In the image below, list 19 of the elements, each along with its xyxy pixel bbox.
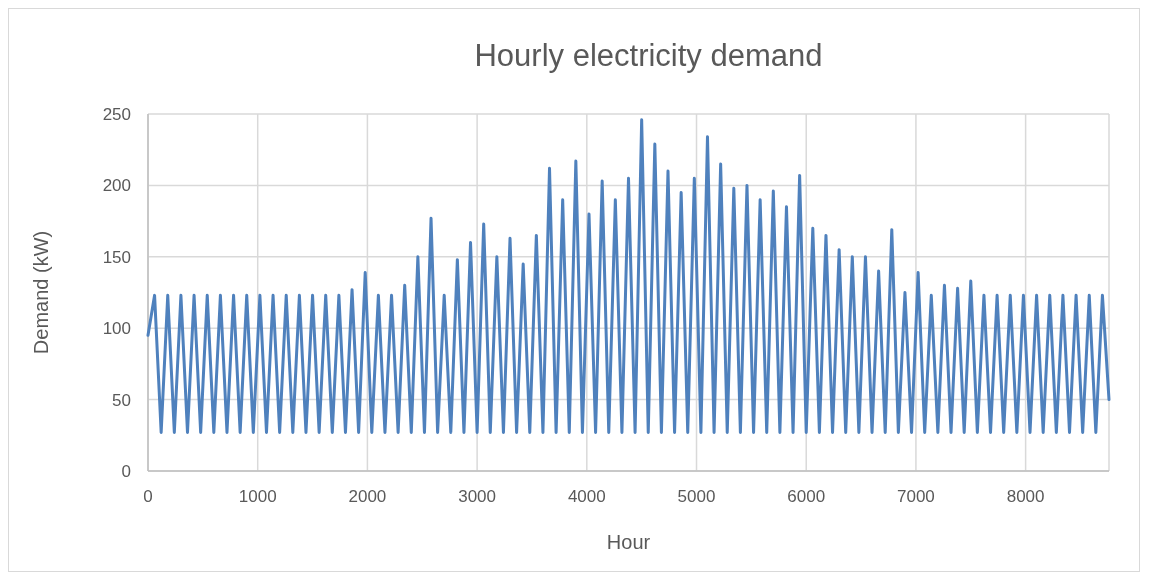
chart-title: Hourly electricity demand (474, 38, 823, 73)
x-tick-label: 3000 (458, 487, 497, 506)
x-tick-label: 2000 (348, 487, 387, 506)
y-tick-label: 250 (102, 104, 131, 124)
y-tick-label: 200 (102, 176, 131, 196)
y-axis-title: Demand (kW) (30, 230, 52, 355)
line-series (146, 118, 1111, 434)
x-tick-label: 8000 (1006, 487, 1045, 506)
x-tick-label: 7000 (897, 487, 935, 506)
x-tick-label: 5000 (677, 487, 716, 506)
y-tick-label: 50 (112, 390, 131, 410)
x-axis-title: Hour (606, 531, 651, 553)
x-tick-label: 4000 (567, 487, 606, 506)
y-tick-label: 0 (121, 461, 131, 481)
x-tick-label: 6000 (787, 487, 826, 506)
x-tick-label: 1000 (238, 487, 277, 506)
y-tick-label: 100 (102, 319, 131, 339)
x-tick-label: 0 (143, 487, 153, 506)
y-tick-label: 150 (102, 247, 131, 267)
